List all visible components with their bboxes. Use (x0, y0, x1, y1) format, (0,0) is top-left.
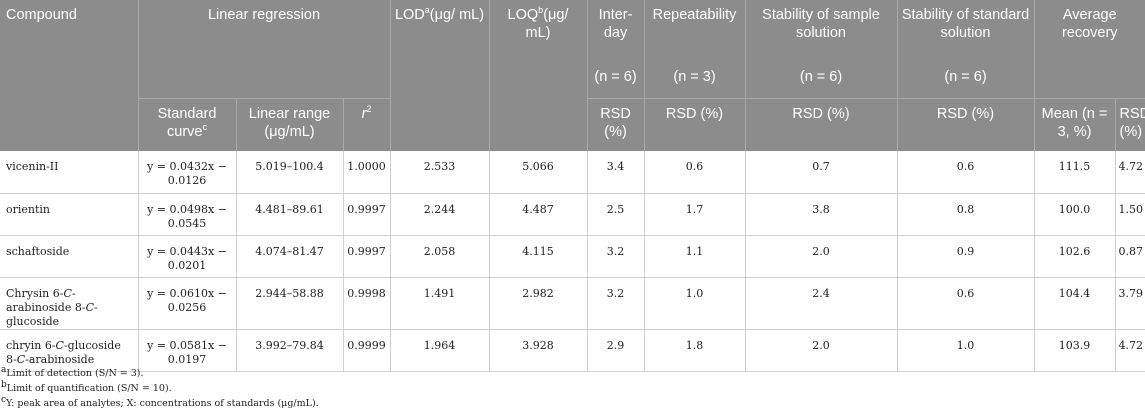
cell-curve: y = 0.0432x − 0.0126 (137, 151, 236, 194)
cell-rsd: 0.87 (1114, 235, 1145, 278)
header-linear-range: Linear range (μg/mL) (235, 98, 343, 151)
header-rsd-interday: RSD (%) (586, 98, 645, 151)
cell-sample: 2.0 (744, 235, 898, 278)
cell-repeat: 1.0 (643, 277, 746, 330)
header-compound: Compound (0, 0, 138, 151)
cell-lod: 1.491 (389, 277, 490, 330)
header-interday: Inter-day (586, 0, 645, 62)
cell-loq: 2.982 (488, 277, 588, 330)
cell-interday: 3.4 (586, 151, 645, 194)
cell-sample: 0.7 (744, 151, 898, 194)
header-linear-regression: Linear regression (137, 0, 391, 99)
cell-sample: 2.4 (744, 277, 898, 330)
cell-mean: 102.6 (1033, 235, 1116, 278)
cell-standard: 0.6 (896, 151, 1035, 194)
footnote: aLimit of detection (S/N = 3). (1, 364, 144, 379)
cell-r2: 0.9997 (342, 235, 391, 278)
cell-curve: y = 0.0581x − 0.0197 (137, 329, 236, 372)
cell-compound: vicenin-II (0, 151, 138, 194)
header-standard-curve: Standard curvec (137, 98, 236, 151)
footnotes: aLimit of detection (S/N = 3). bLimit of… (0, 364, 319, 411)
cell-interday: 2.9 (586, 329, 645, 372)
cell-r2: 0.9999 (342, 329, 391, 372)
footnote: cY: peak area of analytes; X: concentrat… (1, 394, 319, 409)
header-rsd-sample: RSD (%) (744, 98, 898, 151)
cell-interday: 2.5 (586, 193, 645, 236)
cell-lod: 1.964 (389, 329, 490, 372)
cell-compound: orientin (0, 193, 138, 236)
cell-sample: 3.8 (744, 193, 898, 236)
header-n-standard: (n = 6) (896, 62, 1035, 99)
cell-range: 2.944–58.88 (235, 277, 343, 330)
header-n-interday: (n = 6) (586, 62, 645, 99)
header-mean: Mean (n = 3, %) (1033, 98, 1116, 151)
cell-rsd: 4.72 (1114, 329, 1145, 372)
cell-mean: 111.5 (1033, 151, 1116, 194)
table-row: chryin 6-C-glucoside 8-C-arabinoside y =… (0, 329, 1145, 372)
cell-compound: schaftoside (0, 235, 138, 278)
cell-range: 3.992–79.84 (235, 329, 343, 372)
cell-curve: y = 0.0443x − 0.0201 (137, 235, 236, 278)
table-row: schaftoside y = 0.0443x − 0.0201 4.074–8… (0, 235, 1145, 278)
header-rsd-recovery: RSD (%) (1114, 98, 1145, 151)
header-average-recovery: Average recovery (1033, 0, 1145, 99)
header-n-sample: (n = 6) (744, 62, 898, 99)
cell-loq: 3.928 (488, 329, 588, 372)
table-row: orientin y = 0.0498x − 0.0545 4.481–89.6… (0, 193, 1145, 236)
cell-repeat: 1.1 (643, 235, 746, 278)
cell-compound: chryin 6-C-glucoside 8-C-arabinoside (0, 329, 138, 372)
cell-standard: 0.9 (896, 235, 1035, 278)
cell-repeat: 1.7 (643, 193, 746, 236)
cell-rsd: 3.79 (1114, 277, 1145, 330)
cell-lod: 2.533 (389, 151, 490, 194)
cell-mean: 103.9 (1033, 329, 1116, 372)
header-repeatability: Repeatability (643, 0, 746, 62)
cell-standard: 0.6 (896, 277, 1035, 330)
cell-r2: 0.9998 (342, 277, 391, 330)
cell-interday: 3.2 (586, 277, 645, 330)
header-r2: r2 (342, 98, 391, 151)
cell-compound: Chrysin 6-C-arabinoside 8-C-glucoside (0, 277, 138, 330)
header-rsd-repeat: RSD (%) (643, 98, 746, 151)
table-row: vicenin-II y = 0.0432x − 0.0126 5.019–10… (0, 151, 1145, 194)
header-n-repeat: (n = 3) (643, 62, 746, 99)
footnote: bLimit of quantification (S/N = 10). (1, 379, 172, 394)
header-stability-standard: Stability of standard solution (896, 0, 1035, 62)
cell-r2: 1.0000 (342, 151, 391, 194)
validation-table: Compound Linear regression LODa(μg/ mL) … (0, 0, 1145, 372)
cell-range: 4.074–81.47 (235, 235, 343, 278)
header-rsd-standard: RSD (%) (896, 98, 1035, 151)
cell-mean: 104.4 (1033, 277, 1116, 330)
cell-interday: 3.2 (586, 235, 645, 278)
cell-standard: 1.0 (896, 329, 1035, 372)
cell-repeat: 1.8 (643, 329, 746, 372)
cell-repeat: 0.6 (643, 151, 746, 194)
cell-range: 4.481–89.61 (235, 193, 343, 236)
cell-mean: 100.0 (1033, 193, 1116, 236)
cell-curve: y = 0.0498x − 0.0545 (137, 193, 236, 236)
header-lod: LODa(μg/ mL) (389, 0, 490, 151)
cell-rsd: 1.50 (1114, 193, 1145, 236)
header-stability-sample: Stability of sample solution (744, 0, 898, 62)
table-row: Chrysin 6-C-arabinoside 8-C-glucoside y … (0, 277, 1145, 330)
cell-lod: 2.244 (389, 193, 490, 236)
cell-range: 5.019–100.4 (235, 151, 343, 194)
cell-loq: 4.115 (488, 235, 588, 278)
header-loq: LOQb(μg/ mL) (488, 0, 588, 151)
cell-standard: 0.8 (896, 193, 1035, 236)
cell-loq: 5.066 (488, 151, 588, 194)
cell-lod: 2.058 (389, 235, 490, 278)
cell-loq: 4.487 (488, 193, 588, 236)
cell-r2: 0.9997 (342, 193, 391, 236)
cell-curve: y = 0.0610x − 0.0256 (137, 277, 236, 330)
cell-rsd: 4.72 (1114, 151, 1145, 194)
cell-sample: 2.0 (744, 329, 898, 372)
